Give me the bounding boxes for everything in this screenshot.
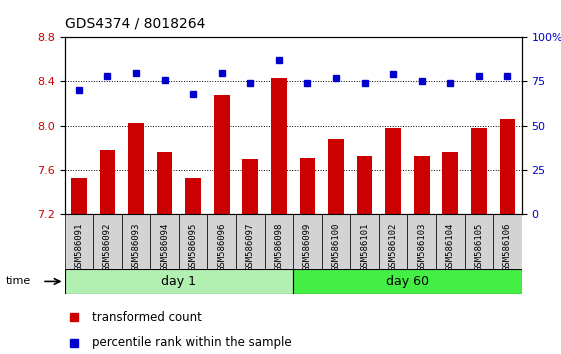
Text: GSM586091: GSM586091: [74, 222, 83, 271]
Bar: [271, 78, 287, 214]
Bar: [443, 152, 458, 214]
Text: GSM586099: GSM586099: [303, 222, 312, 271]
Bar: [328, 139, 344, 214]
Text: GSM586104: GSM586104: [446, 222, 455, 271]
Bar: [293, 269, 522, 294]
Bar: [265, 214, 293, 269]
Text: percentile rank within the sample: percentile rank within the sample: [92, 336, 292, 349]
Bar: [65, 269, 293, 294]
Text: GSM586105: GSM586105: [475, 222, 484, 271]
Bar: [436, 214, 465, 269]
Bar: [208, 214, 236, 269]
Bar: [385, 128, 401, 214]
Text: GDS4374 / 8018264: GDS4374 / 8018264: [65, 16, 205, 30]
Bar: [65, 214, 93, 269]
Text: GSM586096: GSM586096: [217, 222, 226, 271]
Bar: [93, 214, 122, 269]
Text: transformed count: transformed count: [92, 311, 202, 324]
Bar: [300, 158, 315, 214]
Bar: [122, 214, 150, 269]
Bar: [150, 214, 179, 269]
Bar: [71, 178, 86, 214]
Bar: [179, 214, 208, 269]
Text: day 60: day 60: [386, 275, 429, 288]
Bar: [236, 214, 265, 269]
Bar: [185, 178, 201, 214]
Text: GSM586098: GSM586098: [274, 222, 283, 271]
Text: GSM586101: GSM586101: [360, 222, 369, 271]
Bar: [500, 119, 516, 214]
Bar: [465, 214, 493, 269]
Bar: [293, 214, 321, 269]
Bar: [242, 159, 258, 214]
Text: GSM586097: GSM586097: [246, 222, 255, 271]
Text: day 1: day 1: [162, 275, 196, 288]
Text: GSM586100: GSM586100: [332, 222, 341, 271]
Bar: [379, 214, 407, 269]
Text: GSM586095: GSM586095: [188, 222, 197, 271]
Text: GSM586093: GSM586093: [131, 222, 140, 271]
Bar: [357, 155, 373, 214]
Bar: [407, 214, 436, 269]
Bar: [350, 214, 379, 269]
Bar: [414, 155, 430, 214]
Text: GSM586092: GSM586092: [103, 222, 112, 271]
Bar: [214, 95, 229, 214]
Bar: [157, 152, 172, 214]
Text: GSM586106: GSM586106: [503, 222, 512, 271]
Text: time: time: [6, 276, 31, 286]
Bar: [493, 214, 522, 269]
Bar: [321, 214, 350, 269]
Text: GSM586102: GSM586102: [389, 222, 398, 271]
Bar: [99, 150, 115, 214]
Text: GSM586103: GSM586103: [417, 222, 426, 271]
Bar: [128, 124, 144, 214]
Text: GSM586094: GSM586094: [160, 222, 169, 271]
Bar: [471, 128, 487, 214]
